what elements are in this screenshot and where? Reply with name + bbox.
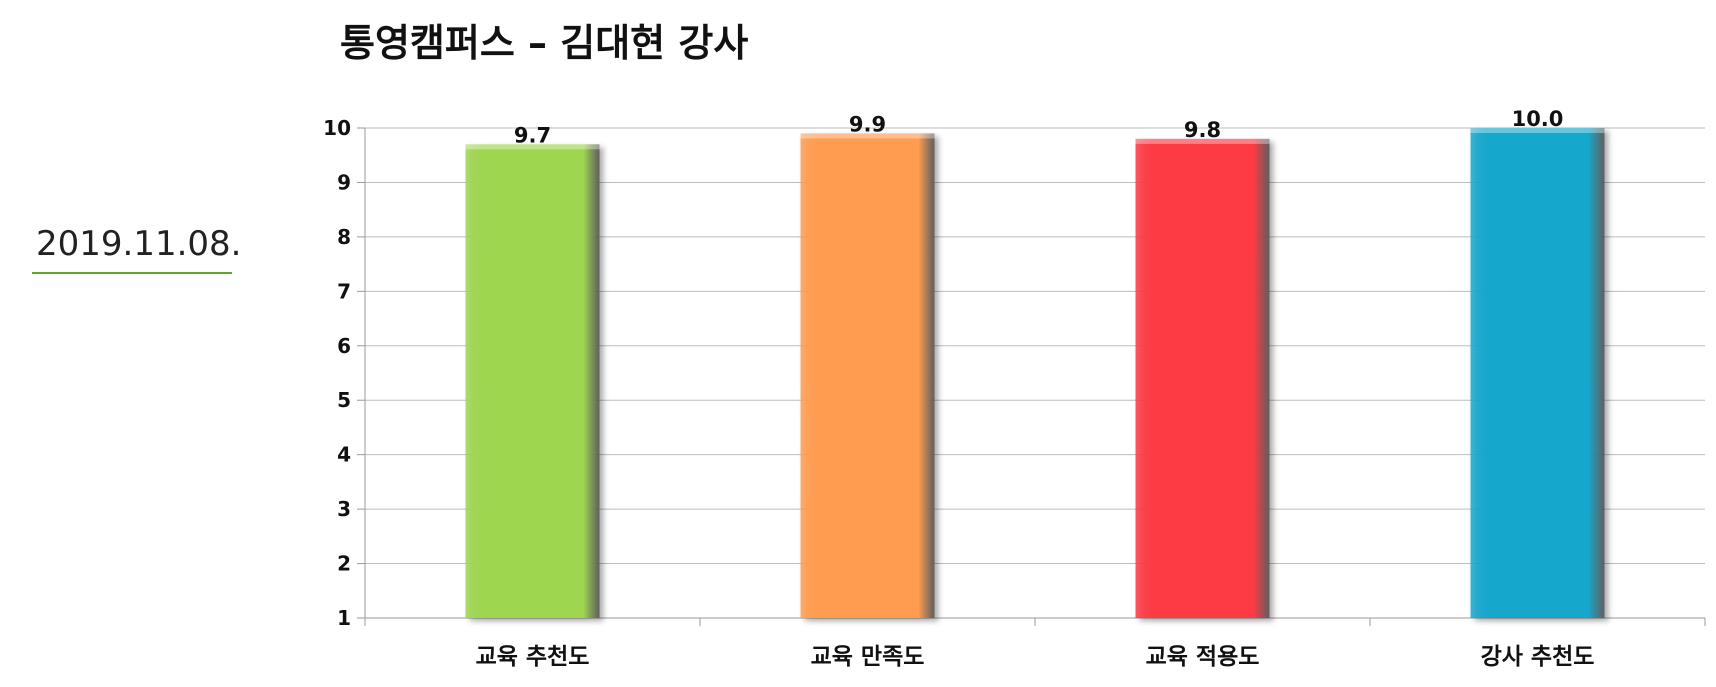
category-label: 교육 만족도 bbox=[811, 644, 925, 670]
bar-highlight bbox=[800, 133, 935, 139]
labels: 1 2 3 4 5 6 7 8 9 10 9.7 교육 추천도 9.9 교육 만족도 9.8 교육 적용도 10… bbox=[323, 107, 1594, 670]
bar-highlight bbox=[465, 144, 600, 150]
y-tick-label: 1 bbox=[337, 606, 351, 630]
bars bbox=[465, 128, 1605, 619]
y-tick-label: 2 bbox=[337, 552, 351, 576]
chart-title: 통영캠퍼스 – 김대현 강사 bbox=[340, 21, 749, 65]
bar bbox=[1135, 138, 1270, 618]
bar bbox=[1470, 128, 1605, 618]
y-tick-label: 8 bbox=[337, 225, 351, 249]
category-label: 강사 추천도 bbox=[1481, 644, 1595, 670]
data-label: 9.9 bbox=[849, 112, 886, 136]
bar-highlight bbox=[1470, 128, 1605, 133]
y-tick-label: 4 bbox=[337, 443, 351, 467]
data-label: 9.7 bbox=[514, 123, 551, 147]
category-label: 교육 적용도 bbox=[1146, 644, 1260, 670]
category-label: 교육 추천도 bbox=[476, 644, 590, 670]
bar-group bbox=[465, 144, 600, 619]
y-tick-label: 10 bbox=[323, 116, 351, 140]
bar-group bbox=[800, 133, 935, 618]
y-tick-label: 9 bbox=[337, 170, 351, 194]
bar-highlight bbox=[1135, 138, 1270, 144]
data-label: 10.0 bbox=[1512, 107, 1564, 131]
date-label: 2019.11.08. bbox=[36, 224, 242, 264]
y-tick-label: 5 bbox=[337, 388, 351, 412]
y-tick-label: 7 bbox=[337, 279, 351, 303]
bar-group bbox=[1470, 128, 1605, 618]
y-tick-label: 3 bbox=[337, 497, 351, 521]
y-tick-label: 6 bbox=[337, 334, 351, 358]
bar bbox=[465, 144, 600, 619]
bar bbox=[800, 133, 935, 618]
date-underline bbox=[32, 272, 232, 274]
data-label: 9.8 bbox=[1184, 118, 1221, 142]
bar-group bbox=[1135, 138, 1270, 618]
